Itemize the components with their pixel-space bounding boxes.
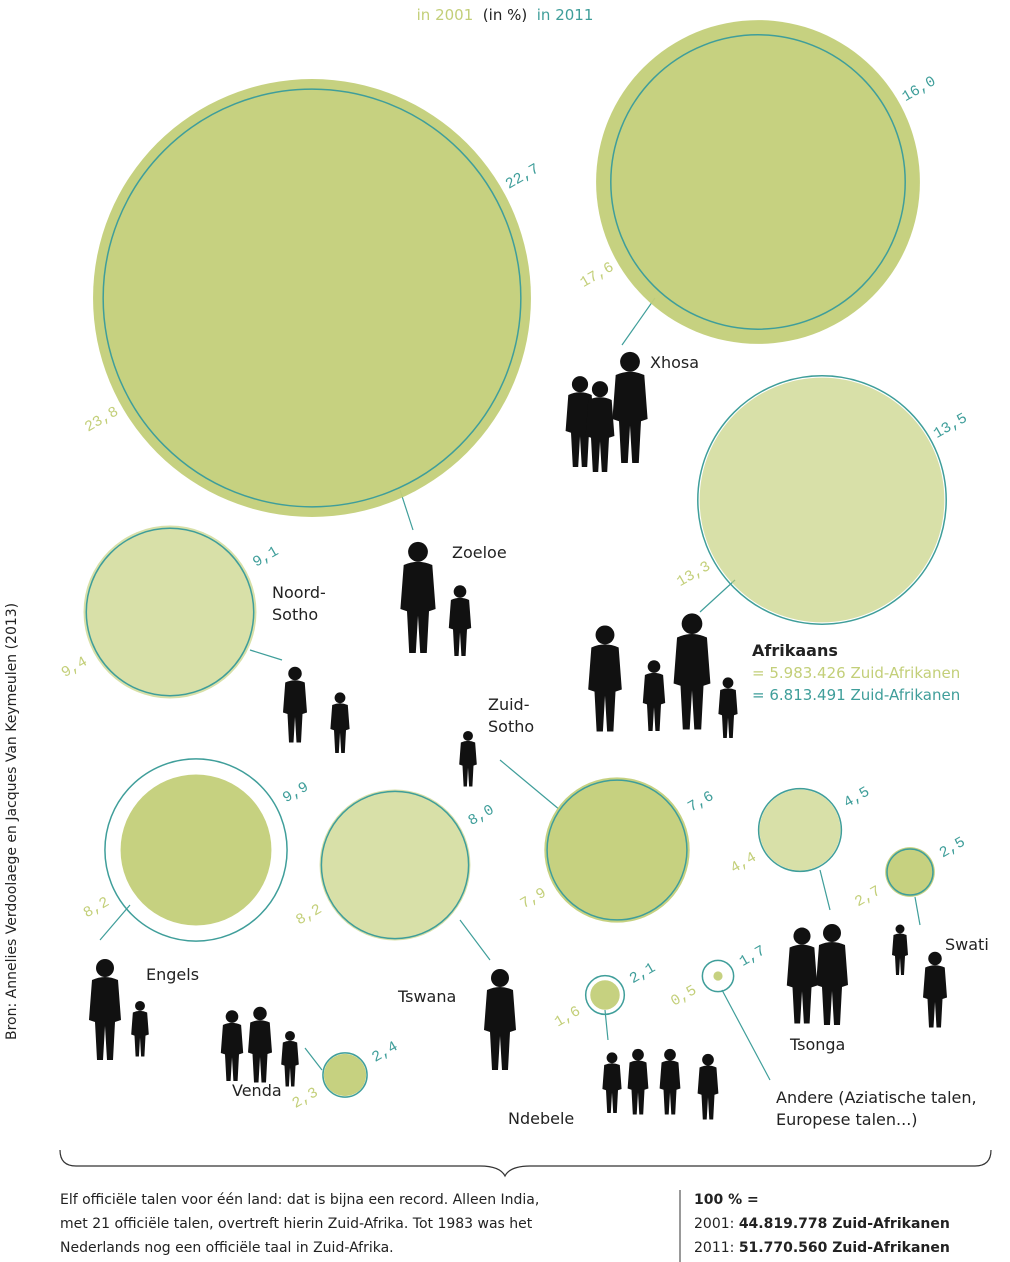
- label-2001: 0,5: [668, 982, 700, 1010]
- label-2001: 17,6: [577, 259, 617, 292]
- label-2001: 13,3: [674, 558, 714, 591]
- note-line: met 21 officiële talen, overtreft hierin…: [60, 1212, 539, 1236]
- label-2011: 16,0: [899, 73, 939, 106]
- legend-2001: in 2001: [417, 6, 474, 24]
- language-name: Noord-Sotho: [272, 582, 342, 626]
- language-name: Andere (Aziatische talen, Europese talen…: [776, 1087, 1006, 1131]
- label-2011: 13,5: [931, 410, 971, 443]
- label-2001: 4,4: [728, 849, 760, 877]
- label-2001: 23,8: [82, 404, 122, 437]
- label-2011: 2,4: [369, 1038, 401, 1066]
- note-line: Elf officiële talen voor één land: dat i…: [60, 1188, 539, 1212]
- circle-2001: [121, 775, 272, 926]
- legend: in 2001 (in %) in 2011: [0, 6, 1010, 24]
- label-2001: 8,2: [293, 901, 325, 929]
- label-2001: 9,4: [59, 654, 91, 682]
- language-name: Engels: [146, 964, 226, 986]
- language-name: Ndebele: [508, 1108, 598, 1130]
- label-2011: 1,7: [737, 942, 769, 970]
- circle-2001: [590, 980, 619, 1009]
- circle-2001: [84, 526, 257, 699]
- language-name: Venda: [232, 1080, 302, 1102]
- circle-2001: [713, 971, 722, 980]
- infographic: Bron: Annelies Verdoolaege en Jacques Va…: [0, 0, 1010, 1262]
- label-2011: 22,7: [503, 161, 543, 194]
- leader-line: [722, 990, 770, 1080]
- label-2011: 2,5: [937, 834, 969, 862]
- language-name: Zoeloe: [452, 542, 542, 564]
- leader-line: [250, 650, 282, 660]
- circle-2001: [544, 777, 689, 922]
- label-2011: 9,1: [250, 543, 282, 571]
- label-2001: 8,2: [81, 894, 113, 922]
- label-2001: 7,9: [518, 885, 550, 913]
- leader-line: [460, 920, 490, 960]
- total-year: 2001:: [694, 1216, 734, 1232]
- leader-line: [500, 760, 560, 810]
- note: Elf officiële talen voor één land: dat i…: [60, 1188, 539, 1260]
- brace: [60, 1150, 991, 1176]
- circle-2001: [324, 1054, 366, 1096]
- highlight-2001: = 5.983.426 Zuid-Afrikanen: [752, 662, 960, 684]
- circle-2001: [596, 20, 920, 344]
- leader-line: [820, 870, 830, 910]
- source: Bron: Annelies Verdoolaege en Jacques Va…: [4, 603, 20, 1040]
- total-label: 100 % =: [694, 1188, 950, 1212]
- note-line: Nederlands nog een officiële taal in Zui…: [60, 1236, 539, 1260]
- total-value: 44.819.778 Zuid-Afrikanen: [739, 1216, 950, 1232]
- leader-line: [700, 580, 735, 612]
- language-name: Xhosa: [650, 352, 740, 374]
- total: 100 % = 2001: 44.819.778 Zuid-Afrikanen …: [694, 1188, 950, 1260]
- label-2001: 1,6: [552, 1003, 584, 1031]
- label-2001: 2,7: [852, 883, 884, 911]
- circle-2001: [93, 79, 531, 517]
- leader-line: [305, 1048, 322, 1070]
- label-2011: 2,1: [627, 960, 659, 988]
- language-name: Tswana: [398, 986, 478, 1008]
- language-name: Swati: [945, 934, 1010, 956]
- language-name: Tsonga: [790, 1034, 870, 1056]
- leader-line: [622, 298, 655, 345]
- label-2011: 7,6: [685, 788, 717, 816]
- circle-2001: [700, 378, 945, 623]
- highlight-name: Afrikaans: [752, 640, 960, 662]
- chart: Bron: Annelies Verdoolaege en Jacques Va…: [0, 0, 1010, 1262]
- label-2011: 4,5: [841, 784, 873, 812]
- highlight: Afrikaans = 5.983.426 Zuid-Afrikanen = 6…: [752, 640, 960, 706]
- label-2011: 8,0: [465, 802, 497, 830]
- highlight-2011: = 6.813.491 Zuid-Afrikanen: [752, 684, 960, 706]
- leader-line: [915, 897, 920, 925]
- label-2011: 9,9: [280, 779, 312, 807]
- total-year: 2011:: [694, 1240, 734, 1256]
- circle-2001: [320, 790, 471, 941]
- legend-2011: in 2011: [537, 6, 594, 24]
- circle-2001: [885, 847, 935, 897]
- total-value: 51.770.560 Zuid-Afrikanen: [739, 1240, 950, 1256]
- language-name: Zuid-Sotho: [488, 694, 558, 738]
- circle-2001: [760, 790, 841, 871]
- unit: (in %): [483, 6, 527, 24]
